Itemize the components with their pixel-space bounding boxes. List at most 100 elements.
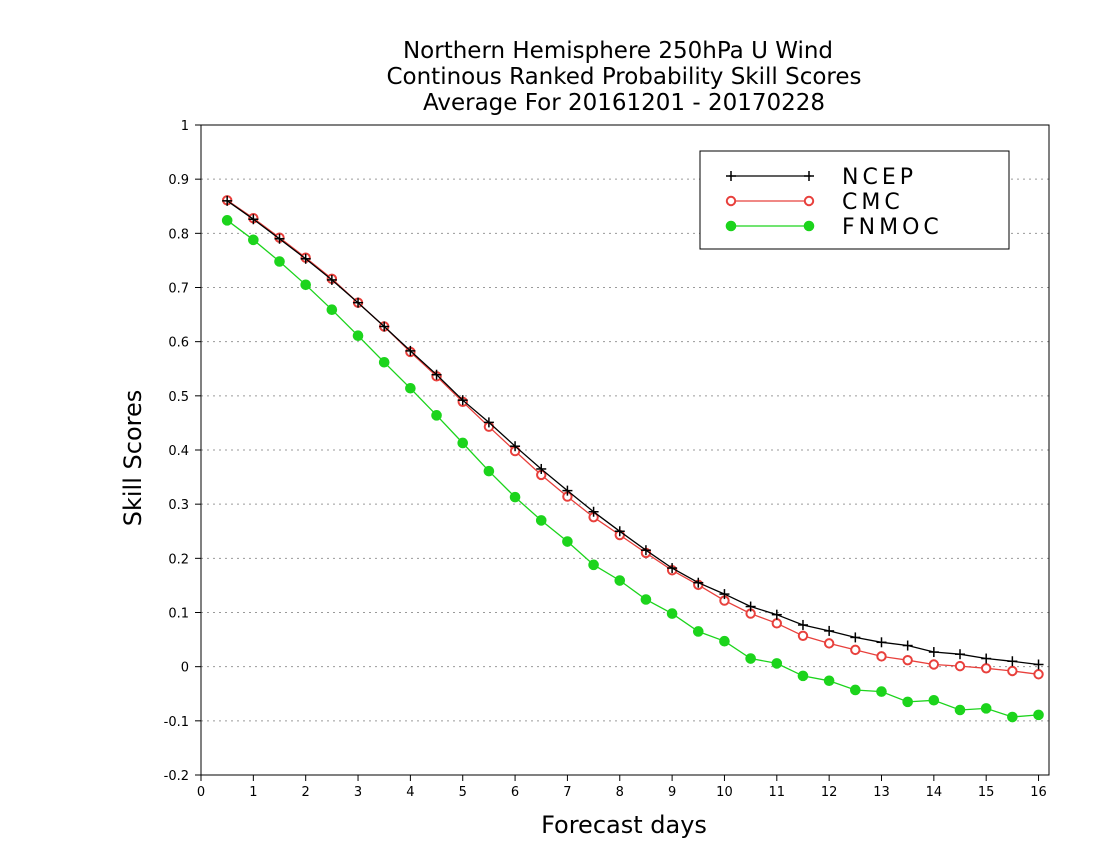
data-point-fnmoc xyxy=(378,356,390,368)
data-point-ncep xyxy=(222,195,233,206)
data-point-ncep xyxy=(405,345,416,356)
data-point-fnmoc xyxy=(1007,711,1018,723)
data-point-ncep xyxy=(850,632,861,643)
legend-item-cmc: CMC xyxy=(725,190,904,215)
legend-label-fnmoc: FNMOC xyxy=(842,215,943,240)
y-axis-ticks: -0.2 -0.1 0 0.1 0.2 0.3 0.4 0.5 0.6 0.7 0.8 0.9 1 xyxy=(164,119,201,784)
data-point-fnmoc xyxy=(666,608,678,619)
chart-title: Northern Hemisphere 250hPa U Wind Contin… xyxy=(386,38,861,116)
data-point-fnmoc xyxy=(1033,709,1044,721)
data-point-fnmoc xyxy=(248,234,259,246)
data-point-fnmoc xyxy=(588,559,599,571)
x-tick-label: 15 xyxy=(978,785,995,800)
data-point-fnmoc xyxy=(640,594,652,605)
data-point-fnmoc xyxy=(300,279,311,291)
y-tick-label: 0.1 xyxy=(168,607,189,622)
data-point-ncep xyxy=(431,369,442,380)
data-point-cmc xyxy=(1007,665,1018,677)
y-tick-label: 0.7 xyxy=(168,282,189,297)
data-point-fnmoc xyxy=(902,696,913,708)
data-point-fnmoc xyxy=(405,382,416,394)
data-point-cmc xyxy=(954,660,966,672)
x-tick-label: 0 xyxy=(197,785,205,800)
data-point-ncep xyxy=(640,545,651,556)
title-line-1: Northern Hemisphere 250hPa U Wind xyxy=(403,38,833,64)
data-point-ncep xyxy=(300,253,311,264)
legend-label-cmc: CMC xyxy=(842,190,904,215)
data-point-fnmoc xyxy=(823,675,835,687)
data-point-ncep xyxy=(457,395,468,406)
legend-box xyxy=(699,150,1010,250)
x-tick-label: 7 xyxy=(563,785,571,800)
y-tick-label: 0.6 xyxy=(168,336,189,351)
data-point-fnmoc xyxy=(326,304,338,316)
legend-marker-fnmoc xyxy=(803,220,815,232)
series-line-ncep xyxy=(226,200,1039,666)
data-point-fnmoc xyxy=(562,536,573,547)
x-tick-label: 10 xyxy=(716,785,733,800)
data-point-fnmoc xyxy=(692,626,704,637)
data-point-ncep xyxy=(981,653,992,664)
data-point-cmc xyxy=(876,651,887,662)
title-line-3: Average For 20161201 - 20170228 xyxy=(423,90,825,116)
data-point-fnmoc xyxy=(274,256,285,267)
data-point-ncep xyxy=(536,463,547,474)
data-point-ncep xyxy=(483,417,494,428)
x-tick-label: 12 xyxy=(821,785,838,800)
legend-marker-cmc xyxy=(803,195,815,207)
x-tick-label: 6 xyxy=(511,785,519,800)
data-point-ncep xyxy=(326,274,337,285)
series-layer xyxy=(221,195,1044,723)
data-point-ncep xyxy=(379,321,390,332)
y-tick-label: 0.2 xyxy=(168,552,189,567)
x-tick-label: 2 xyxy=(302,785,310,800)
data-point-cmc xyxy=(1033,669,1044,680)
y-tick-label: 0.9 xyxy=(168,173,189,188)
data-point-ncep xyxy=(797,619,808,630)
legend-item-ncep: NCEP xyxy=(726,165,913,190)
y-tick-label: -0.1 xyxy=(164,715,189,730)
x-tick-label: 14 xyxy=(926,785,943,800)
y-tick-label: 0.4 xyxy=(168,444,189,459)
data-point-ncep xyxy=(248,214,259,225)
y-tick-label: 0 xyxy=(181,661,189,676)
data-point-fnmoc xyxy=(771,658,783,669)
legend-item-fnmoc: FNMOC xyxy=(725,215,943,240)
x-tick-label: 5 xyxy=(459,785,467,800)
data-point-ncep xyxy=(1007,656,1018,667)
data-point-fnmoc xyxy=(535,515,547,526)
data-point-fnmoc xyxy=(797,670,809,682)
data-point-ncep xyxy=(667,563,678,574)
data-point-ncep xyxy=(876,637,887,648)
legend-marker-cmc xyxy=(725,195,737,207)
series-fnmoc xyxy=(221,215,1044,723)
data-point-fnmoc xyxy=(457,437,469,449)
y-tick-label: 0.8 xyxy=(168,227,189,242)
data-point-ncep xyxy=(955,649,966,660)
data-point-ncep xyxy=(745,601,756,612)
x-axis-ticks: 0 1 2 3 4 5 6 7 8 9 10 11 12 13 14 15 16 xyxy=(197,775,1047,800)
legend-marker-fnmoc xyxy=(725,220,737,232)
data-point-ncep xyxy=(1033,659,1044,670)
data-point-fnmoc xyxy=(614,575,626,586)
data-point-cmc xyxy=(928,659,940,670)
data-point-fnmoc xyxy=(850,684,861,696)
data-point-fnmoc xyxy=(954,704,966,716)
data-point-cmc xyxy=(797,630,809,641)
data-point-fnmoc xyxy=(876,686,887,697)
title-line-2: Continous Ranked Probability Skill Score… xyxy=(386,64,861,90)
x-tick-label: 11 xyxy=(769,785,786,800)
data-point-fnmoc xyxy=(221,215,233,226)
data-point-ncep xyxy=(719,589,730,600)
data-point-ncep xyxy=(274,233,285,244)
data-point-ncep xyxy=(562,485,573,496)
x-tick-label: 4 xyxy=(406,785,414,800)
data-point-ncep xyxy=(588,506,599,517)
x-tick-label: 3 xyxy=(354,785,362,800)
data-point-cmc xyxy=(850,644,861,656)
data-point-fnmoc xyxy=(928,694,940,706)
data-point-fnmoc xyxy=(483,465,495,477)
data-point-ncep xyxy=(353,297,364,308)
